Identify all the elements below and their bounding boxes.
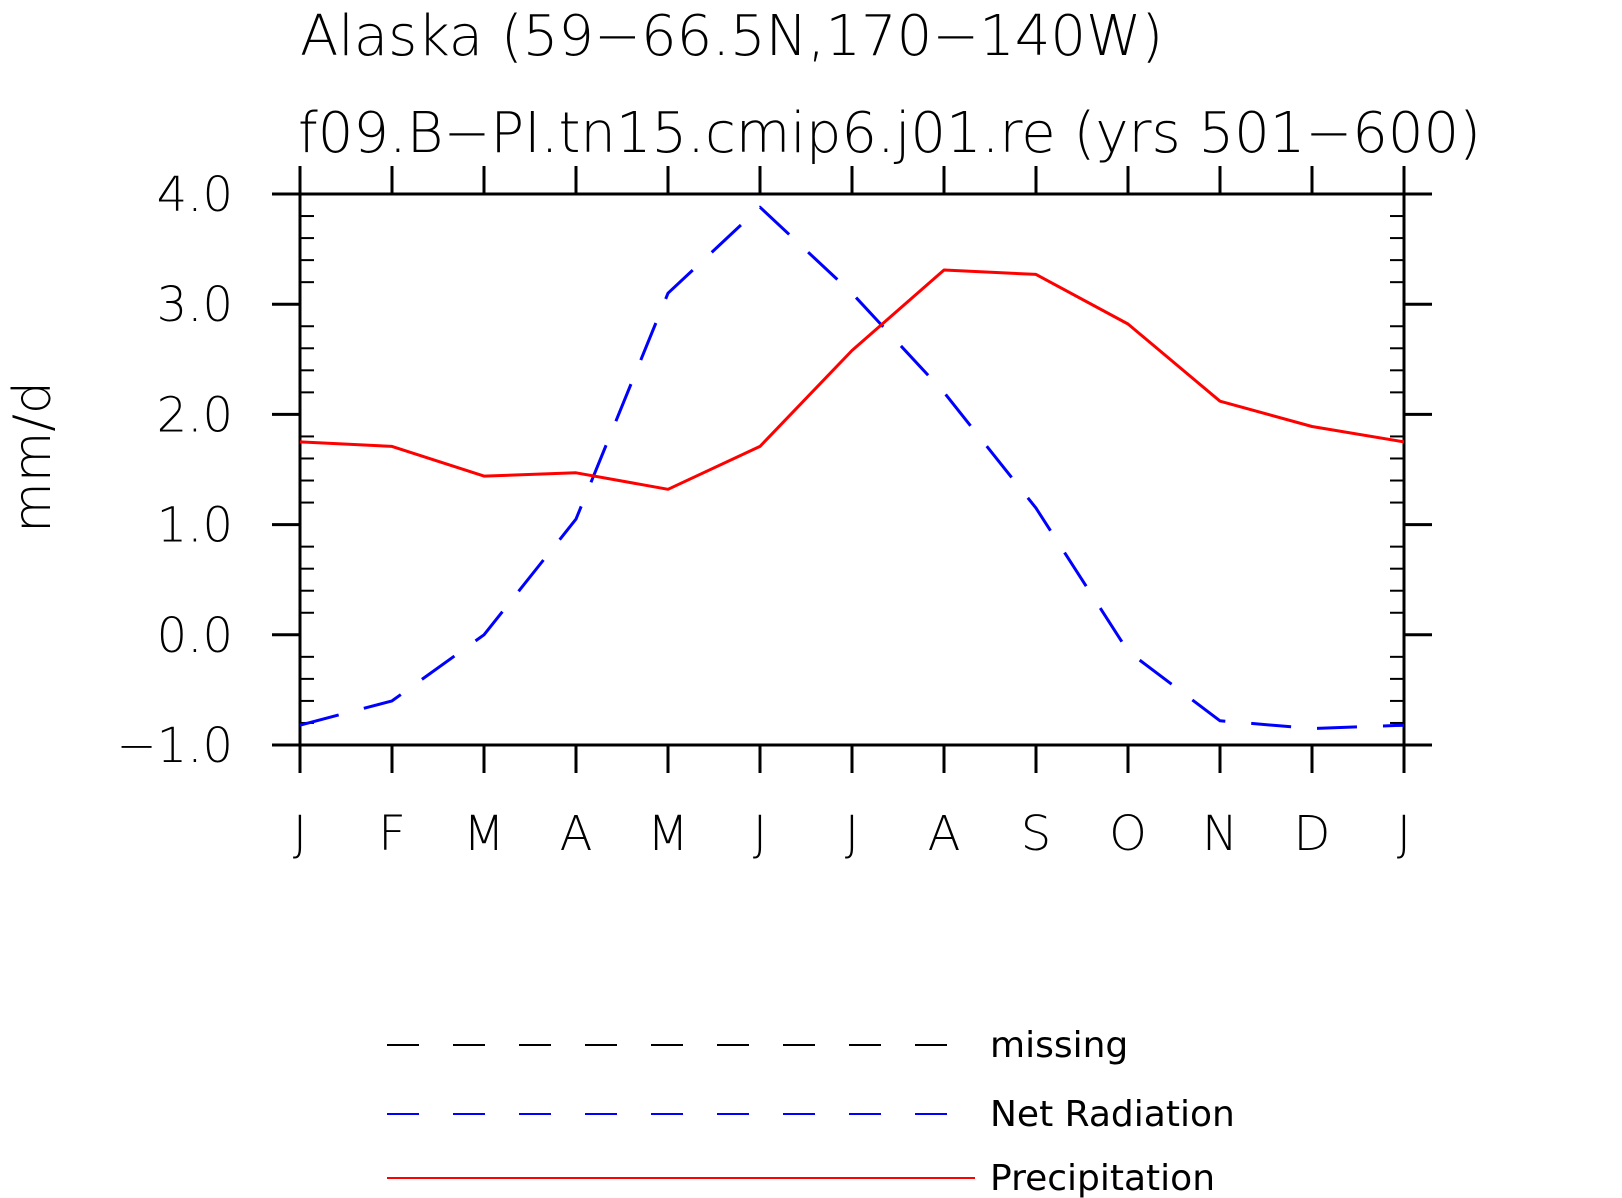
series-lines bbox=[299, 205, 1405, 730]
y-axis-title: mm/d bbox=[3, 381, 63, 533]
y-tick-label: 4.0 bbox=[157, 167, 233, 223]
series-line-precipitation bbox=[299, 268, 1405, 491]
series-line-net-radiation bbox=[299, 205, 1405, 730]
x-tick-label: J bbox=[753, 806, 767, 862]
x-tick-label: M bbox=[463, 806, 504, 862]
x-tick-label: S bbox=[1021, 806, 1051, 862]
x-tick-label: A bbox=[928, 806, 961, 862]
x-tick-label: M bbox=[647, 806, 688, 862]
x-tick-label: O bbox=[1109, 806, 1147, 862]
legend: missing Net Radiation Precipitation bbox=[387, 1025, 1235, 1198]
legend-label: Net Radiation bbox=[990, 1094, 1235, 1135]
x-tick-label: J bbox=[1397, 806, 1411, 862]
x-tick-label: N bbox=[1202, 806, 1238, 862]
x-tick-label: F bbox=[378, 806, 406, 862]
x-tick-label: D bbox=[1294, 806, 1331, 862]
x-tick-label: J bbox=[293, 806, 307, 862]
axis-ticks bbox=[272, 166, 1432, 773]
y-tick-label: 1.0 bbox=[157, 498, 233, 554]
chart-subtitle: f09.B−PI.tn15.cmip6.j01.re (yrs 501−600) bbox=[298, 101, 1481, 166]
y-tick-label: 2.0 bbox=[157, 387, 233, 443]
x-tick-label: A bbox=[560, 806, 593, 862]
legend-label: missing bbox=[990, 1025, 1128, 1066]
y-tick-label: 3.0 bbox=[157, 277, 233, 333]
x-tick-label: J bbox=[845, 806, 859, 862]
legend-label: Precipitation bbox=[990, 1158, 1215, 1198]
y-tick-labels: −1.0 0.0 1.0 2.0 3.0 4.0 bbox=[116, 167, 233, 774]
chart-title: Alaska (59−66.5N,170−140W) bbox=[300, 4, 1163, 69]
y-tick-label: −1.0 bbox=[116, 718, 233, 774]
y-tick-label: 0.0 bbox=[157, 608, 233, 664]
